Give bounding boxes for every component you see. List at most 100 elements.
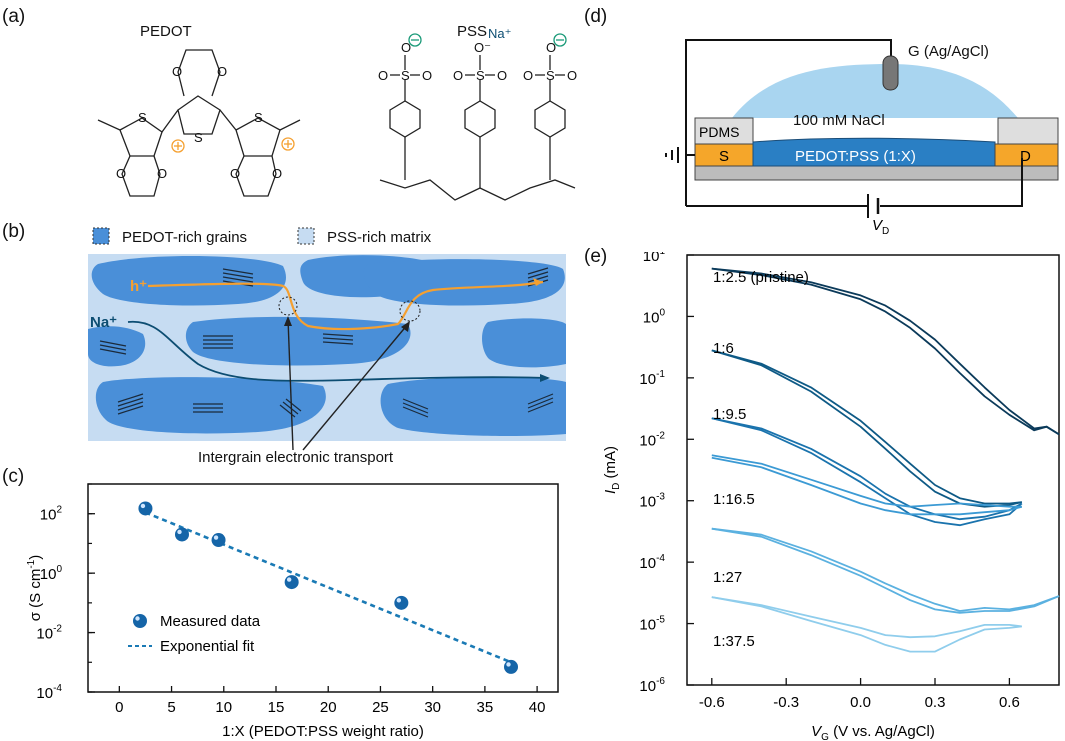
y-tick-label: 102 <box>40 505 63 524</box>
series-label: 1:37.5 <box>713 633 755 650</box>
y-tick-label: 10-4 <box>36 683 62 702</box>
series-label: 1:2.5 (pristine) <box>713 269 809 286</box>
panel-label-d: (d) <box>584 6 608 27</box>
data-point <box>138 501 153 516</box>
y-axis-label: σ (S cm-1) <box>26 555 44 622</box>
y-tick-label: 10-2 <box>639 430 665 449</box>
sodium-label: Na⁺ <box>90 314 117 331</box>
x-tick-label: 15 <box>268 699 285 716</box>
data-point-highlight <box>140 503 146 509</box>
legend-label-fit: Exponential fit <box>160 638 255 655</box>
x-tick-label: 40 <box>529 699 546 716</box>
pss-ring-1 <box>389 100 421 138</box>
channel <box>752 137 996 167</box>
oxygen-atom: O <box>172 64 182 79</box>
x-tick-label: -0.6 <box>699 694 725 711</box>
drain-contact <box>994 143 1059 167</box>
oxygen-atom: O <box>230 166 240 181</box>
legend-swatch-pss <box>297 227 315 245</box>
transfer-curve <box>711 349 1022 505</box>
gate-wire <box>685 39 892 130</box>
data-point <box>394 595 409 610</box>
y-tick-label: 100 <box>643 307 666 326</box>
oxygen-atom: O <box>116 166 126 181</box>
grain-boundary-marker <box>399 300 421 322</box>
data-point-highlight <box>286 577 292 582</box>
positive-charge-icon <box>171 139 185 153</box>
positive-charge-icon <box>281 137 295 151</box>
gate-electrode <box>882 55 899 91</box>
transfer-curve <box>711 527 1060 612</box>
y-tick-label: 10-5 <box>639 615 665 634</box>
oxygen-atom: O <box>567 68 577 83</box>
oxygen-atom: O <box>217 64 227 79</box>
x-tick-label: 0.6 <box>999 694 1020 711</box>
oxygen-atom: O <box>422 68 432 83</box>
oxygen-atom: O <box>272 166 282 181</box>
x-tick-label: 20 <box>320 699 337 716</box>
drain-label: D <box>1020 148 1031 165</box>
sodium-counterion: Na⁺ <box>488 26 511 41</box>
transfer-curve <box>711 454 1022 508</box>
x-tick-label: 5 <box>167 699 175 716</box>
x-tick-label: 0.0 <box>850 694 871 711</box>
svg-text:ID (mA): ID (mA) <box>602 446 622 494</box>
pdms-label: PDMS <box>699 124 739 140</box>
y-tick-label: 10-6 <box>639 676 665 695</box>
oxygen-atom: O <box>401 40 411 55</box>
sodium-path <box>127 320 549 382</box>
pedot-ring-left <box>119 117 163 157</box>
data-point <box>504 659 518 674</box>
gate-label: G (Ag/AgCl) <box>908 43 989 60</box>
data-point-highlight <box>506 662 511 667</box>
oxygen-atom: O <box>497 68 507 83</box>
x-tick-label: 10 <box>215 699 232 716</box>
transfer-curve <box>711 596 1022 653</box>
electrolyte-label: 100 mM NaCl <box>793 112 885 129</box>
pdms-right <box>997 117 1059 145</box>
transfer-curve <box>711 456 1023 516</box>
y-tick-label: 10-3 <box>639 492 665 511</box>
svg-text:σ (S cm-1): σ (S cm-1) <box>26 555 44 622</box>
pdms-left <box>694 117 754 145</box>
oxygen-atom: O <box>546 40 556 55</box>
pss-ring-3 <box>534 100 566 138</box>
transfer-curve <box>711 267 1060 436</box>
series-label: 1:9.5 <box>713 406 746 423</box>
plot-frame <box>87 483 559 693</box>
sulfur-atom: S <box>194 130 203 145</box>
substrate <box>694 165 1059 181</box>
x-tick-label: 0.3 <box>925 694 946 711</box>
oxygen-atom: O <box>157 166 167 181</box>
y-tick-label: 10-2 <box>36 624 62 643</box>
channel-label: PEDOT:PSS (1:X) <box>795 148 916 165</box>
x-tick-label: -0.3 <box>773 694 799 711</box>
legend-label-measured: Measured data <box>160 613 261 630</box>
x-tick-label: 30 <box>424 699 441 716</box>
sulfur-atom: S <box>476 68 485 83</box>
plot-frame <box>686 254 1060 686</box>
chemical-structures: PEDOT PSS S S S O O O O O O S S S O O O … <box>97 23 577 201</box>
sulfur-atom: S <box>254 110 263 125</box>
x-tick-label: 0 <box>115 699 123 716</box>
series-label: 1:16.5 <box>713 491 755 508</box>
legend-label-pss: PSS-rich matrix <box>327 229 432 246</box>
negative-charge-icon <box>408 33 422 47</box>
transfer-curve <box>711 267 1060 436</box>
panel-label-a: (a) <box>2 6 26 27</box>
device-schematic: G (Ag/AgCl) 100 mM NaCl PDMS S PEDOT:PSS… <box>665 39 1059 237</box>
series-label: 1:6 <box>713 340 734 357</box>
pedot-ring-right <box>235 117 281 157</box>
exponential-fit-line <box>144 511 512 664</box>
sulfur-atom: S <box>138 110 147 125</box>
oxygen-atom: O <box>523 68 533 83</box>
series-label: 1:27 <box>713 569 742 586</box>
data-point-highlight <box>213 535 219 540</box>
y-tick-label: 10-4 <box>639 553 665 572</box>
x-tick-label: 25 <box>372 699 389 716</box>
sulfur-atom: S <box>546 68 555 83</box>
oxygen-atom: O <box>453 68 463 83</box>
legend-label-pedot: PEDOT-rich grains <box>122 229 247 246</box>
transfer-curve-chart: -0.6 -0.3 0.0 0.3 0.6 101 100 10-1 10-2 10-3 10-4… <box>602 252 1060 741</box>
